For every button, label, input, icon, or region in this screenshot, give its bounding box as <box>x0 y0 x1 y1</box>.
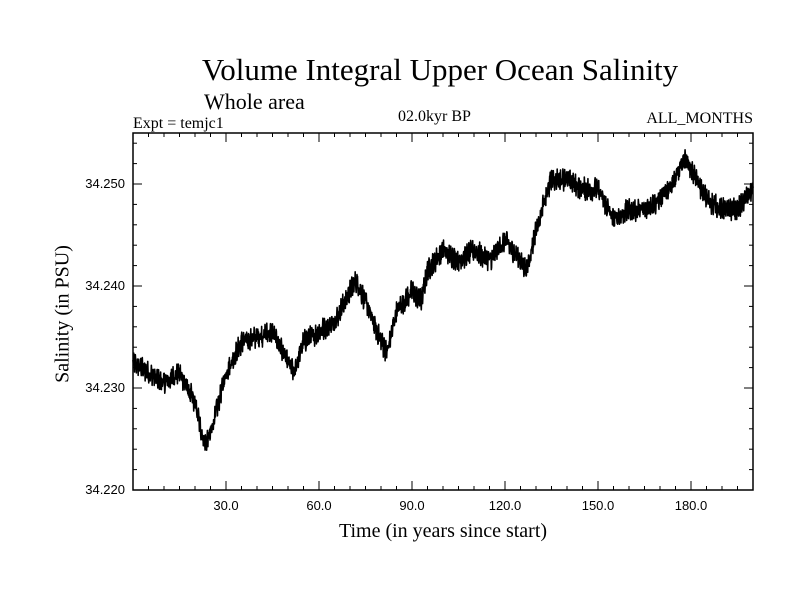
x-axis-label: Time (in years since start) <box>338 520 548 542</box>
salinity-series-line <box>132 148 754 451</box>
y-tick-label: 34.230 <box>85 380 125 395</box>
chart-title: Volume Integral Upper Ocean Salinity <box>201 52 679 87</box>
y-axis-label: Salinity (in PSU) <box>51 245 74 383</box>
series-layer <box>132 148 754 451</box>
x-tick-label: 90.0 <box>399 498 424 513</box>
x-tick-label: 60.0 <box>306 498 331 513</box>
y-tick-label: 34.240 <box>85 278 125 293</box>
y-tick-label: 34.250 <box>85 176 125 191</box>
axes-layer <box>132 132 754 491</box>
ticks-layer <box>133 133 753 490</box>
months-label: ALL_MONTHS <box>646 110 753 127</box>
x-tick-label: 30.0 <box>213 498 238 513</box>
tick-labels: 30.0 60.0 90.0 120.0 150.0 180.0 34.220 34.230 3… <box>85 176 707 513</box>
plot-frame <box>132 132 754 491</box>
period-label: 02.0kyr BP <box>398 108 471 125</box>
x-tick-label: 120.0 <box>489 498 522 513</box>
x-tick-label: 180.0 <box>675 498 708 513</box>
y-tick-label: 34.220 <box>85 482 125 497</box>
experiment-label: Expt = temjc1 <box>133 115 224 132</box>
chart-subtitle: Whole area <box>204 89 305 114</box>
x-tick-label: 150.0 <box>582 498 615 513</box>
